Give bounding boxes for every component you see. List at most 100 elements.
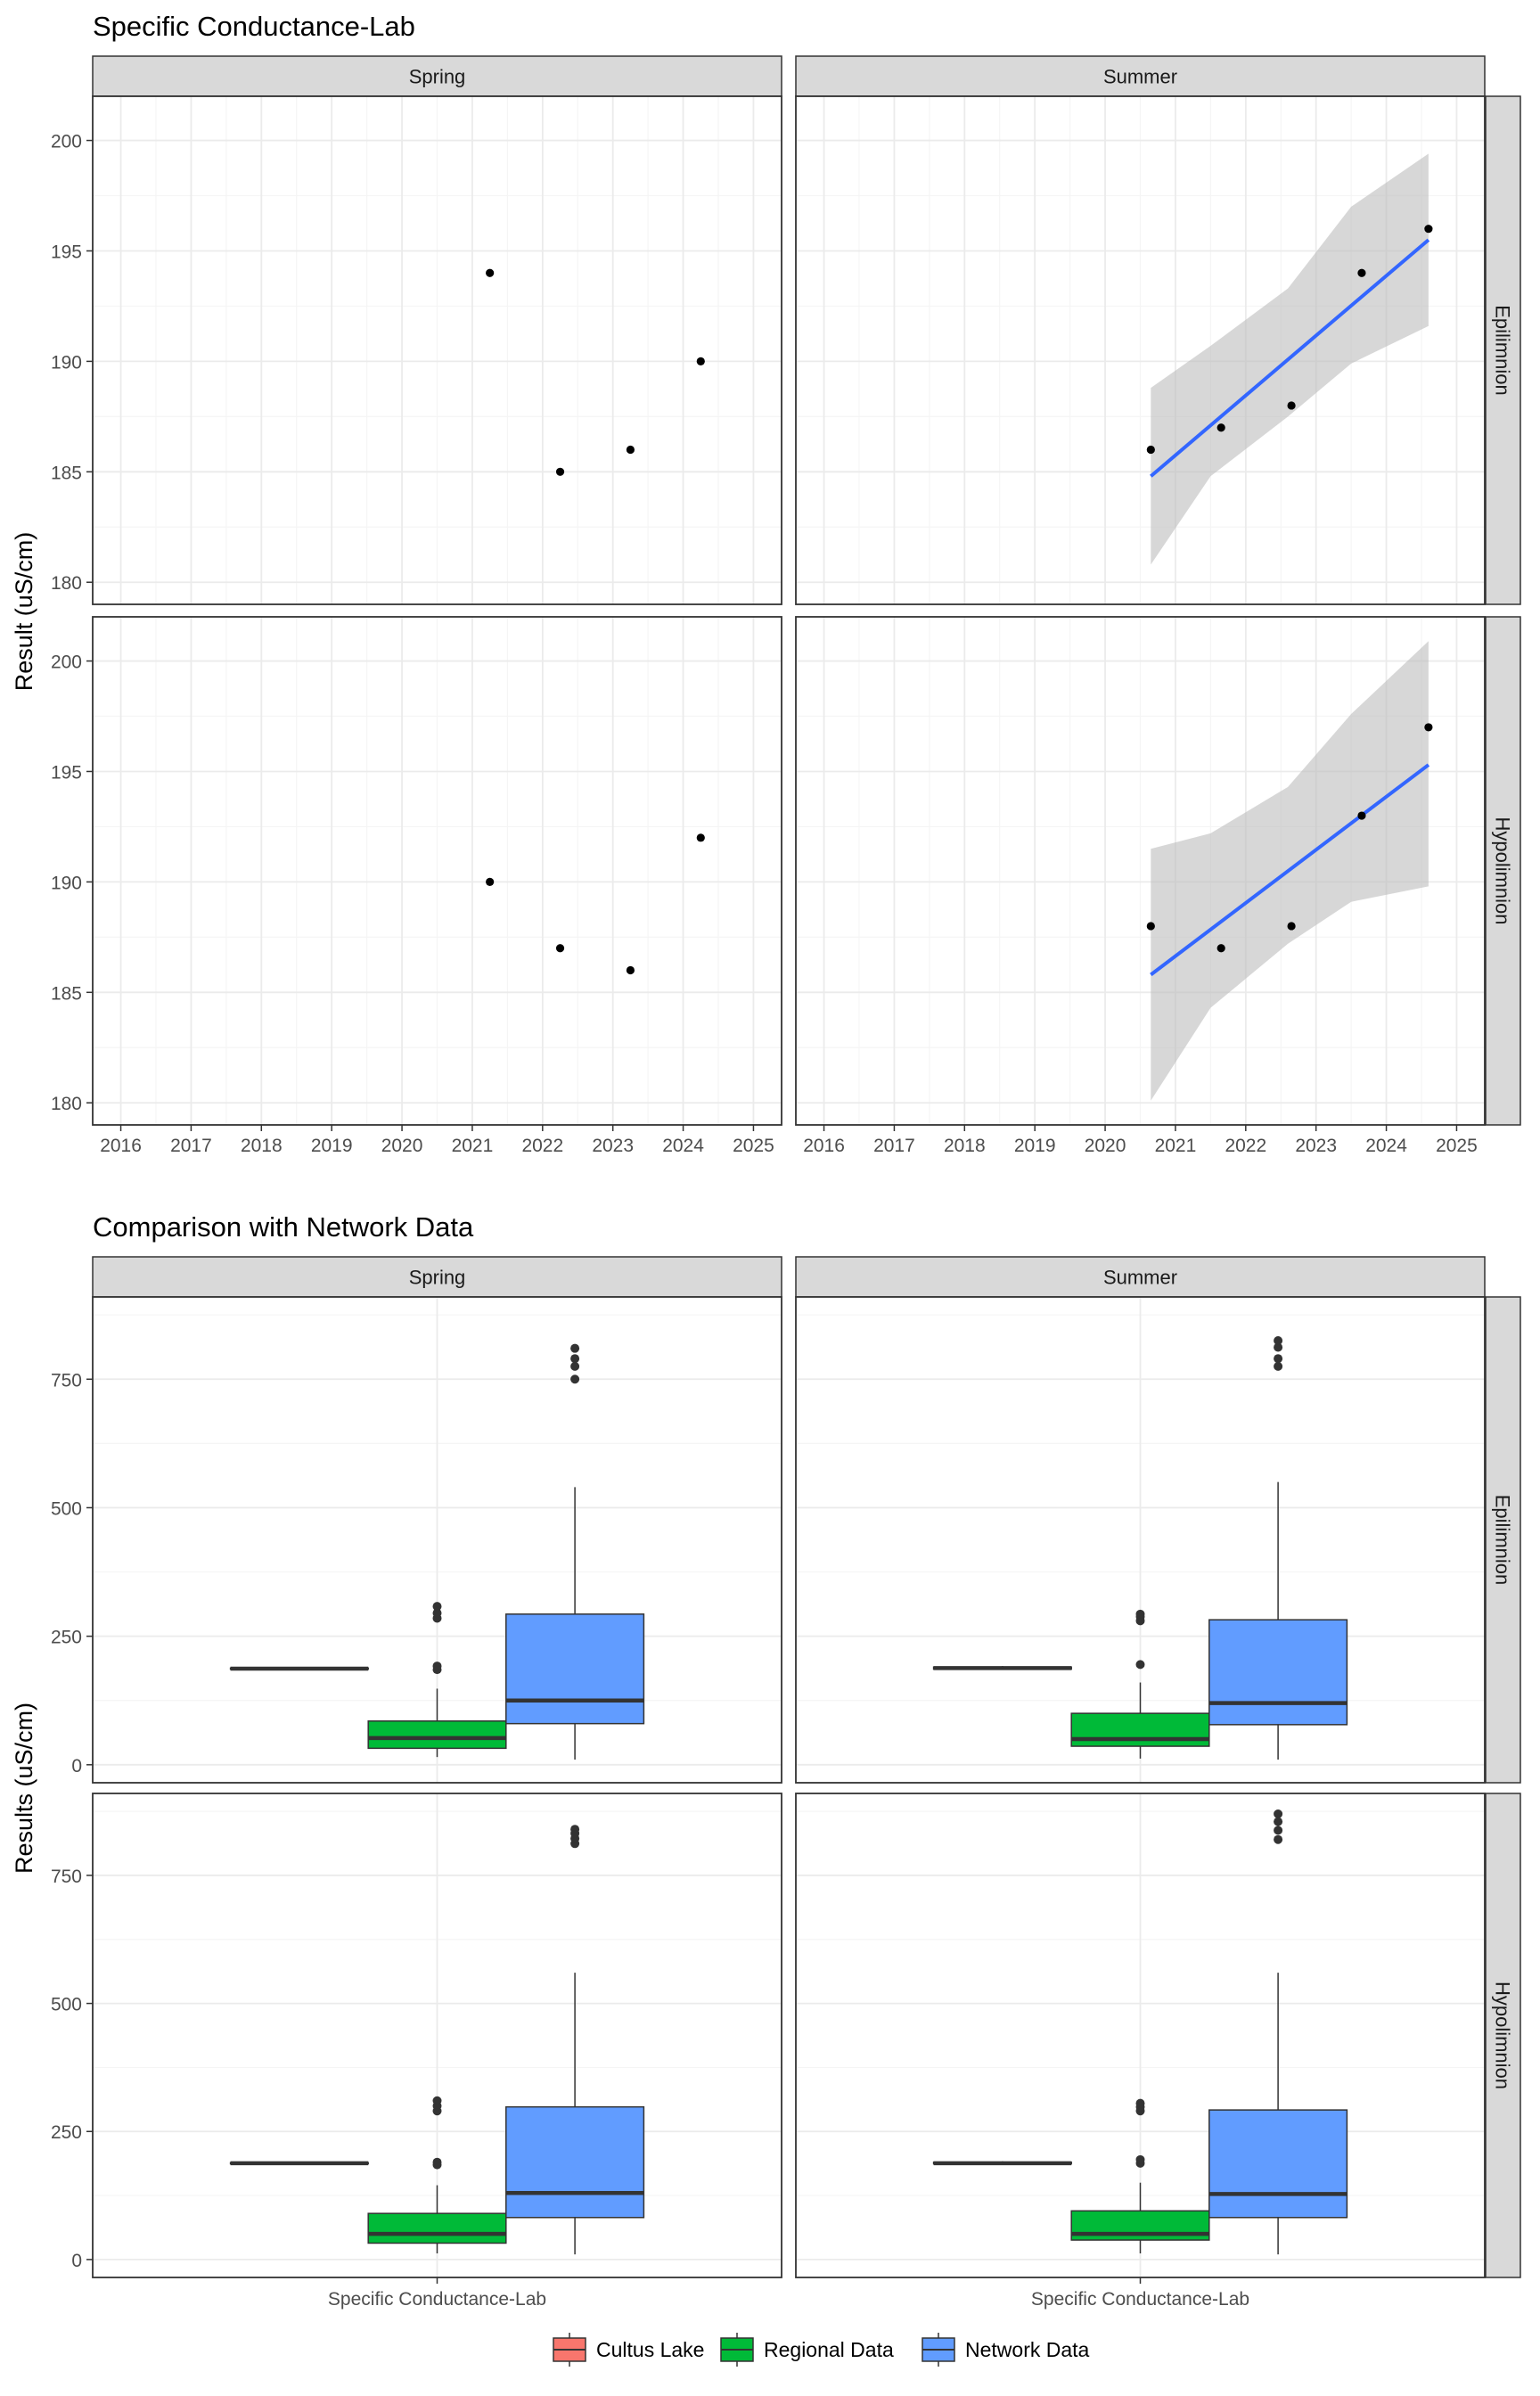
facet-label-summer: Summer (1103, 66, 1177, 88)
outlier-point (432, 1602, 442, 1612)
outlier-point (1274, 1809, 1283, 1818)
box-body (367, 2212, 507, 2244)
x-tick-label: 2020 (1085, 1136, 1126, 1156)
outlier-point (1274, 1336, 1283, 1346)
data-point (626, 965, 635, 975)
outlier-point (570, 1354, 580, 1364)
data-point (1216, 423, 1225, 432)
box-network-data (505, 1343, 645, 1760)
panel-spring-epilimnion: 180 185 190 195 200 (51, 95, 782, 605)
x-tick-label: 2019 (1014, 1136, 1056, 1156)
x-tick-label: 2016 (100, 1136, 142, 1156)
box-body (505, 2105, 645, 2219)
x-tick-label: 2024 (662, 1136, 704, 1156)
x-tick-label: 2025 (1436, 1136, 1478, 1156)
y-tick-label: 750 (51, 1370, 82, 1391)
data-point (696, 357, 705, 365)
y-tick-label: 200 (51, 132, 82, 152)
panel-spring-hypolimnion: 0 250 500 750 Specific Conductance-Lab (51, 1793, 782, 2310)
data-point (696, 833, 705, 842)
outlier-point (1135, 2154, 1145, 2164)
boxplot-figure: Comparison with Network Data Results (uS/… (11, 1211, 1521, 2367)
data-point (1357, 268, 1366, 277)
x-tick-label: 2021 (1155, 1136, 1197, 1156)
x-tick-label: 2022 (1225, 1136, 1266, 1156)
x-tick-label: 2017 (873, 1136, 915, 1156)
y-tick-label: 0 (71, 2251, 82, 2271)
legend-label: Network Data (965, 2338, 1090, 2361)
box-body (1070, 1712, 1210, 1747)
outlier-point (1274, 1834, 1283, 1844)
x-tick-label: 2023 (1295, 1136, 1337, 1156)
fit-line (1150, 763, 1430, 977)
outlier-point (1274, 1361, 1283, 1371)
panel-summer-hypolimnion: 2016 2017 2018 2019 2020 2021 2022 2023 2024 2025… (795, 616, 1521, 1156)
facet-strip-spring (92, 55, 782, 97)
y-tick-label: 250 (51, 2122, 82, 2143)
outlier-point (1274, 1826, 1283, 1835)
scatter-figure: Specific Conductance-Lab Result (uS/cm) Sp… (11, 11, 1521, 1156)
facet-label-spring: Spring (409, 1267, 466, 1289)
facet-strip-epilimnion (1485, 95, 1521, 605)
facet-strip-epilimnion (1485, 1296, 1521, 1784)
box-regional-data (1070, 1609, 1210, 1759)
panel-border (92, 95, 782, 605)
legend-entry-regional-data: Regional Data (720, 2333, 894, 2367)
outlier-point (570, 1361, 580, 1371)
box-cultus-lake (932, 2161, 1072, 2166)
chart-title: Specific Conductance-Lab (93, 11, 415, 42)
y-axis-label: Result (uS/cm) (11, 532, 37, 692)
x-tick-label: 2022 (521, 1136, 563, 1156)
legend-entry-cultus-lake: Cultus Lake (553, 2333, 704, 2367)
outlier-point (1274, 1342, 1283, 1352)
facet-strip-spring (92, 1256, 782, 1298)
panel-summer-hypolimnion: Specific Conductance-Lab Hypolimnion (795, 1793, 1521, 2310)
outlier-point (570, 1825, 580, 1834)
outlier-point (432, 1608, 442, 1618)
data-point (555, 467, 565, 476)
box-body (1208, 2109, 1348, 2219)
facet-label-hypolimnion: Hypolimnion (1492, 816, 1514, 924)
box-body (1208, 1619, 1348, 1726)
facet-strip-summer (795, 1256, 1486, 1298)
y-tick-label: 180 (51, 573, 82, 594)
legend-entry-network-data: Network Data (922, 2333, 1090, 2367)
outlier-point (570, 1374, 580, 1384)
outlier-point (432, 2157, 442, 2167)
panel-border (92, 1296, 782, 1784)
data-point (1146, 445, 1155, 455)
legend-label: Regional Data (764, 2338, 894, 2361)
panel-border (795, 95, 1486, 605)
box-regional-data (367, 2096, 507, 2253)
y-axis-label: Results (uS/cm) (11, 1703, 37, 1874)
y-tick-label: 0 (71, 1756, 82, 1776)
outlier-point (1135, 1609, 1145, 1619)
y-tick-label: 500 (51, 1498, 82, 1519)
x-tick-label: 2023 (592, 1136, 634, 1156)
y-tick-label: 180 (51, 1094, 82, 1114)
y-tick-label: 190 (51, 873, 82, 893)
data-point (1424, 225, 1433, 234)
data-point (1287, 401, 1296, 410)
x-tick-label: 2017 (170, 1136, 212, 1156)
legend: Cultus Lake Regional Data Network Data (553, 2333, 1090, 2367)
outlier-point (1274, 1354, 1283, 1364)
panel-border (795, 1296, 1486, 1784)
facet-strip-hypolimnion (1485, 1793, 1521, 2278)
facet-label-spring: Spring (409, 66, 466, 88)
facet-label-hypolimnion: Hypolimnion (1492, 1982, 1514, 2089)
x-tick-label: 2019 (311, 1136, 353, 1156)
y-tick-label: 190 (51, 352, 82, 373)
fit-line (1150, 238, 1430, 478)
facet-strip-hypolimnion (1485, 616, 1521, 1126)
y-tick-label: 750 (51, 1867, 82, 1887)
box-body (505, 1613, 645, 1725)
panel-border (795, 616, 1486, 1126)
y-tick-label: 185 (51, 463, 82, 483)
box-cultus-lake (229, 2161, 369, 2166)
box-regional-data (1070, 2098, 1210, 2253)
data-point (626, 445, 635, 455)
facet-label-summer: Summer (1103, 1267, 1177, 1289)
box-network-data (505, 1825, 645, 2255)
